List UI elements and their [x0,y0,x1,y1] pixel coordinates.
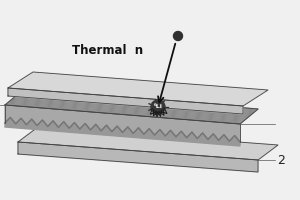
Circle shape [173,31,182,40]
Text: 2: 2 [277,154,285,166]
Polygon shape [5,117,240,146]
Polygon shape [18,127,278,160]
Polygon shape [8,72,268,106]
Text: ⁶Li: ⁶Li [154,104,162,109]
Polygon shape [18,142,258,172]
Circle shape [151,100,165,114]
Polygon shape [5,105,240,142]
Text: Thermal  n: Thermal n [72,45,143,58]
Polygon shape [5,90,258,124]
Polygon shape [8,88,243,114]
